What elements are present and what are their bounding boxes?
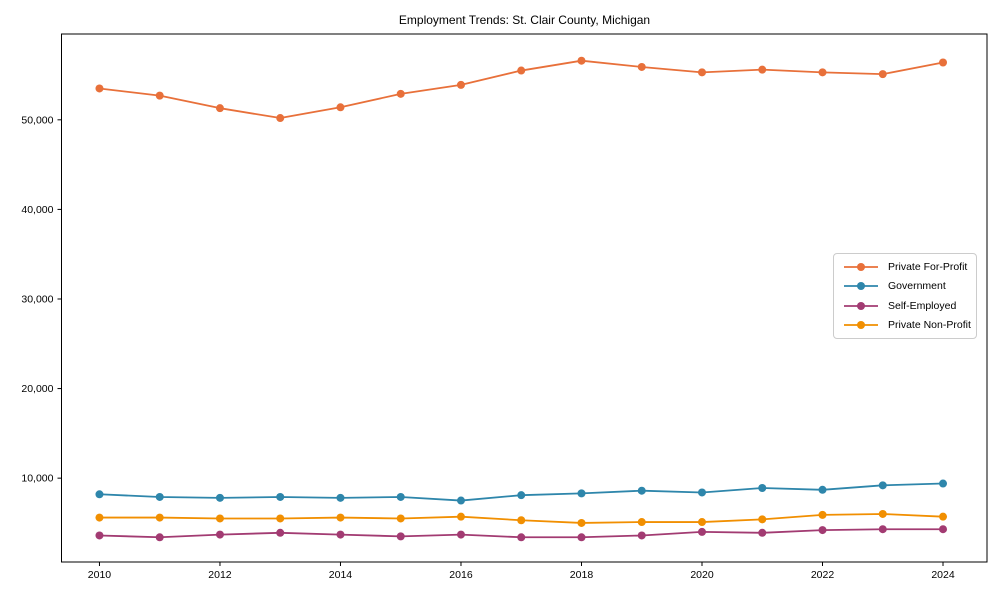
data-point-government (155, 492, 164, 501)
data-point-private-for-profit (517, 66, 526, 75)
data-point-private-for-profit (758, 65, 767, 74)
x-tick-label: 2014 (329, 569, 353, 581)
chart-title: Employment Trends: St. Clair County, Mic… (398, 13, 651, 27)
data-point-private-for-profit (336, 103, 345, 112)
y-tick-label: 40,000 (21, 204, 53, 216)
data-point-private-non-profit (396, 514, 405, 523)
data-point-private-non-profit (939, 512, 948, 521)
data-point-private-for-profit (155, 91, 164, 100)
data-point-government (939, 479, 948, 488)
data-point-private-for-profit (697, 68, 706, 77)
x-tick-label: 2022 (811, 569, 835, 581)
data-point-private-non-profit (818, 510, 827, 519)
data-point-private-for-profit (456, 80, 465, 89)
legend-item-government: Government (834, 277, 976, 297)
legend-swatch-self-employed (844, 301, 878, 310)
x-tick-label: 2016 (449, 569, 473, 581)
data-point-government (758, 484, 767, 493)
legend-dot-icon (857, 282, 865, 291)
x-tick-label: 2018 (570, 569, 594, 581)
legend-label: Private For-Profit (888, 260, 968, 273)
data-point-private-for-profit (95, 84, 104, 93)
data-point-private-non-profit (276, 514, 285, 523)
data-point-self-employed (878, 525, 887, 534)
legend-dot-icon (857, 262, 865, 271)
data-point-self-employed (215, 530, 224, 539)
x-tick-label: 2012 (208, 569, 232, 581)
data-point-government (697, 488, 706, 497)
legend-dot-icon (857, 321, 865, 330)
legend-label: Private Non-Profit (888, 319, 971, 332)
plot-frame (61, 33, 988, 563)
data-point-private-non-profit (456, 512, 465, 521)
legend-label: Self-Employed (888, 299, 957, 312)
data-point-private-non-profit (155, 513, 164, 522)
legend-item-self-employed: Self-Employed (834, 296, 976, 316)
data-point-government (637, 486, 646, 495)
legend-swatch-private-non-profit (844, 321, 878, 330)
legend-dot-icon (857, 301, 865, 310)
data-point-government (818, 485, 827, 494)
x-tick-label: 2020 (690, 569, 714, 581)
y-tick-label: 50,000 (21, 114, 53, 126)
legend-swatch-government (844, 282, 878, 291)
data-point-self-employed (396, 532, 405, 541)
data-point-private-for-profit (939, 58, 948, 67)
data-point-government (396, 492, 405, 501)
data-point-private-for-profit (818, 68, 827, 77)
data-point-private-non-profit (637, 518, 646, 527)
data-point-private-for-profit (215, 104, 224, 113)
legend-item-private-non-profit: Private Non-Profit (834, 316, 976, 336)
data-point-self-employed (577, 533, 586, 542)
data-point-private-for-profit (396, 89, 405, 98)
data-point-self-employed (336, 530, 345, 539)
data-point-private-non-profit (336, 513, 345, 522)
legend-item-private-for-profit: Private For-Profit (834, 257, 976, 277)
data-point-private-non-profit (577, 518, 586, 527)
data-point-self-employed (939, 525, 948, 534)
data-point-self-employed (697, 527, 706, 536)
data-point-self-employed (456, 530, 465, 539)
data-point-private-for-profit (276, 114, 285, 123)
data-point-government (577, 489, 586, 498)
legend: Private For-Profit Government Self-Employe… (833, 253, 977, 339)
data-point-self-employed (758, 528, 767, 537)
data-point-private-non-profit (758, 515, 767, 524)
legend-label: Government (888, 280, 946, 293)
data-point-private-for-profit (637, 62, 646, 71)
data-point-self-employed (155, 533, 164, 542)
data-point-private-non-profit (95, 513, 104, 522)
x-tick-label: 2024 (931, 569, 955, 581)
data-point-private-non-profit (215, 514, 224, 523)
data-point-government (215, 493, 224, 502)
data-point-self-employed (517, 533, 526, 542)
data-point-self-employed (276, 528, 285, 537)
data-point-government (878, 481, 887, 490)
data-point-government (456, 496, 465, 505)
x-tick-label: 2010 (88, 569, 112, 581)
data-point-private-non-profit (878, 509, 887, 518)
data-point-private-non-profit (697, 518, 706, 527)
y-tick-label: 10,000 (21, 473, 53, 485)
data-point-government (517, 491, 526, 500)
data-point-private-non-profit (517, 516, 526, 525)
data-point-self-employed (637, 531, 646, 540)
legend-swatch-private-for-profit (844, 262, 878, 271)
data-point-self-employed (818, 526, 827, 535)
data-point-private-for-profit (878, 70, 887, 79)
data-point-government (276, 492, 285, 501)
y-tick-label: 30,000 (21, 293, 53, 305)
data-point-self-employed (95, 531, 104, 540)
data-point-government (95, 490, 104, 499)
data-point-private-for-profit (577, 56, 586, 65)
data-point-government (336, 493, 345, 502)
y-tick-label: 20,000 (21, 383, 53, 395)
